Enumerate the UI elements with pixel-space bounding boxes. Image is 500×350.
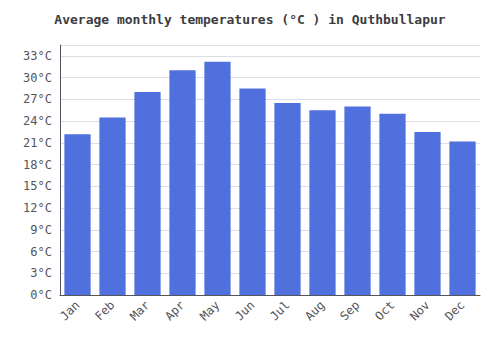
- svg-text:Apr: Apr: [162, 298, 187, 323]
- svg-text:9°C: 9°C: [30, 223, 52, 237]
- svg-text:Feb: Feb: [92, 298, 117, 323]
- svg-text:24°C: 24°C: [23, 114, 52, 128]
- svg-text:21°C: 21°C: [23, 136, 52, 150]
- svg-text:Jun: Jun: [232, 298, 257, 323]
- svg-text:Aug: Aug: [302, 298, 327, 323]
- svg-text:Mar: Mar: [127, 298, 152, 323]
- svg-text:15°C: 15°C: [23, 179, 52, 193]
- svg-text:Oct: Oct: [372, 298, 397, 323]
- svg-text:Average monthly temperatures (: Average monthly temperatures (°C ) in Qu…: [54, 12, 446, 27]
- svg-text:30°C: 30°C: [23, 71, 52, 85]
- svg-text:Nov: Nov: [407, 298, 432, 323]
- svg-text:33°C: 33°C: [23, 49, 52, 63]
- svg-text:6°C: 6°C: [30, 245, 52, 259]
- svg-text:12°C: 12°C: [23, 201, 52, 215]
- svg-text:3°C: 3°C: [30, 266, 52, 280]
- svg-text:Jan: Jan: [57, 298, 82, 323]
- svg-text:27°C: 27°C: [23, 92, 52, 106]
- svg-text:May: May: [197, 298, 222, 323]
- svg-text:0°C: 0°C: [30, 288, 52, 302]
- svg-text:Jul: Jul: [267, 298, 292, 323]
- svg-text:Dec: Dec: [442, 298, 467, 323]
- svg-text:18°C: 18°C: [23, 158, 52, 172]
- svg-text:Sep: Sep: [337, 298, 362, 323]
